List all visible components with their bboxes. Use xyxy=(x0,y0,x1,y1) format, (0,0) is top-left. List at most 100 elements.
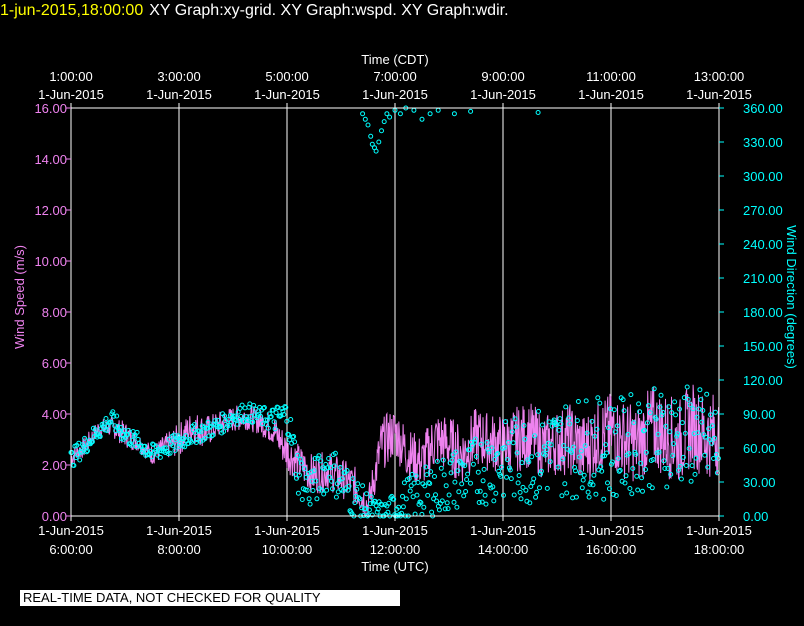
wind-direction-point xyxy=(491,498,497,504)
wind-direction-point xyxy=(495,451,501,456)
wind-direction-point xyxy=(166,436,172,442)
y-axis-title-right: Wind Direction (degrees) xyxy=(784,225,799,369)
wind-direction-point xyxy=(628,392,634,398)
wind-direction-point xyxy=(318,458,324,464)
wind-direction-point xyxy=(707,437,713,442)
wind-direction-point xyxy=(542,452,548,458)
wind-direction-point xyxy=(426,480,432,486)
wind-direction-point xyxy=(649,485,655,491)
wind-direction-point xyxy=(421,504,427,510)
wind-direction-point xyxy=(631,420,637,426)
wind-direction-point xyxy=(369,512,375,518)
y-tick-label-right: 150.00 xyxy=(743,339,783,354)
wind-direction-point xyxy=(272,426,278,432)
wind-direction-point xyxy=(633,451,639,457)
wind-direction-point xyxy=(608,461,614,467)
wind-direction-point xyxy=(292,439,298,445)
wind-direction-point xyxy=(516,473,522,478)
wind-direction-point xyxy=(671,441,677,447)
wind-direction-point xyxy=(295,490,301,496)
wind-direction-point xyxy=(172,448,178,454)
wind-direction-point xyxy=(104,428,110,433)
wind-direction-point xyxy=(704,391,710,397)
wind-direction-point xyxy=(282,404,288,410)
wind-direction-point xyxy=(677,406,682,412)
wind-direction-point xyxy=(560,456,566,462)
wind-direction-point xyxy=(397,111,403,117)
wind-direction-point xyxy=(595,395,601,401)
wind-direction-point xyxy=(422,483,428,489)
wind-direction-point xyxy=(78,448,84,454)
wind-direction-point xyxy=(69,450,75,455)
wind-direction-point xyxy=(569,449,575,455)
wind-direction-point xyxy=(478,441,484,447)
wind-direction-point xyxy=(316,453,322,459)
wind-direction-point xyxy=(665,466,671,471)
wind-direction-point xyxy=(310,488,316,493)
wind-direction-point xyxy=(82,435,88,441)
wind-direction-point xyxy=(700,408,706,413)
wind-direction-point xyxy=(536,408,541,414)
wind-direction-point xyxy=(575,399,581,404)
wind-direction-point xyxy=(427,481,433,486)
y-tick-label-right: 330.00 xyxy=(743,135,783,150)
wind-direction-point xyxy=(277,413,283,419)
wind-direction-point xyxy=(411,480,417,486)
y-tick-label-right: 60.00 xyxy=(743,441,776,456)
wind-direction-point xyxy=(452,479,458,485)
wind-direction-point xyxy=(530,480,536,486)
wind-direction-point xyxy=(708,412,714,418)
wind-direction-point xyxy=(407,488,413,494)
wind-direction-point xyxy=(376,139,382,145)
wind-direction-point xyxy=(679,420,685,426)
wind-direction-point xyxy=(604,450,610,456)
wind-direction-point xyxy=(532,433,538,439)
wind-direction-point xyxy=(215,417,221,423)
wind-direction-point xyxy=(556,427,562,433)
wind-direction-point xyxy=(599,468,605,474)
wind-direction-point xyxy=(493,490,499,496)
wind-direction-point xyxy=(435,107,441,113)
wind-direction-point xyxy=(225,423,230,428)
wind-direction-point xyxy=(473,454,479,459)
wind-direction-point xyxy=(191,422,197,428)
wind-direction-point xyxy=(479,499,485,505)
wind-direction-point xyxy=(543,447,549,453)
wind-direction-point xyxy=(221,429,227,434)
wind-direction-point xyxy=(288,417,294,422)
y-axis-title-left: Wind Speed (m/s) xyxy=(12,245,27,349)
wind-direction-point xyxy=(585,489,591,495)
wind-direction-point xyxy=(463,489,469,494)
wind-direction-point xyxy=(577,470,583,476)
wind-direction-point xyxy=(465,471,471,477)
wind-direction-point xyxy=(368,133,374,139)
wind-direction-point xyxy=(440,457,446,463)
wind-direction-point xyxy=(486,449,492,455)
wind-direction-point xyxy=(89,439,95,445)
wind-direction-point xyxy=(301,466,307,472)
wind-direction-point xyxy=(161,445,167,451)
wind-direction-point xyxy=(445,506,451,512)
wind-direction-point xyxy=(489,445,495,451)
wind-direction-point xyxy=(84,449,90,455)
wind-direction-point xyxy=(313,478,319,484)
wind-direction-point xyxy=(253,406,259,412)
wind-direction-point xyxy=(381,119,387,125)
wind-direction-point xyxy=(326,456,332,461)
x-tick-label-top-time: 1:00:00 xyxy=(49,69,92,84)
wind-direction-point xyxy=(538,468,544,474)
wind-direction-point xyxy=(242,405,248,411)
wind-direction-point xyxy=(268,414,274,420)
wind-direction-point xyxy=(597,400,603,406)
wind-direction-point xyxy=(548,442,554,448)
wind-direction-point xyxy=(505,439,511,445)
wind-direction-point xyxy=(625,431,631,437)
wind-direction-point xyxy=(634,473,640,479)
wind-direction-point xyxy=(564,490,570,496)
wind-direction-point xyxy=(675,431,680,437)
wind-direction-point xyxy=(325,465,331,471)
wind-direction-point xyxy=(515,480,521,486)
wind-direction-point xyxy=(539,422,545,428)
wind-direction-point xyxy=(547,459,553,465)
wind-direction-point xyxy=(694,414,700,420)
